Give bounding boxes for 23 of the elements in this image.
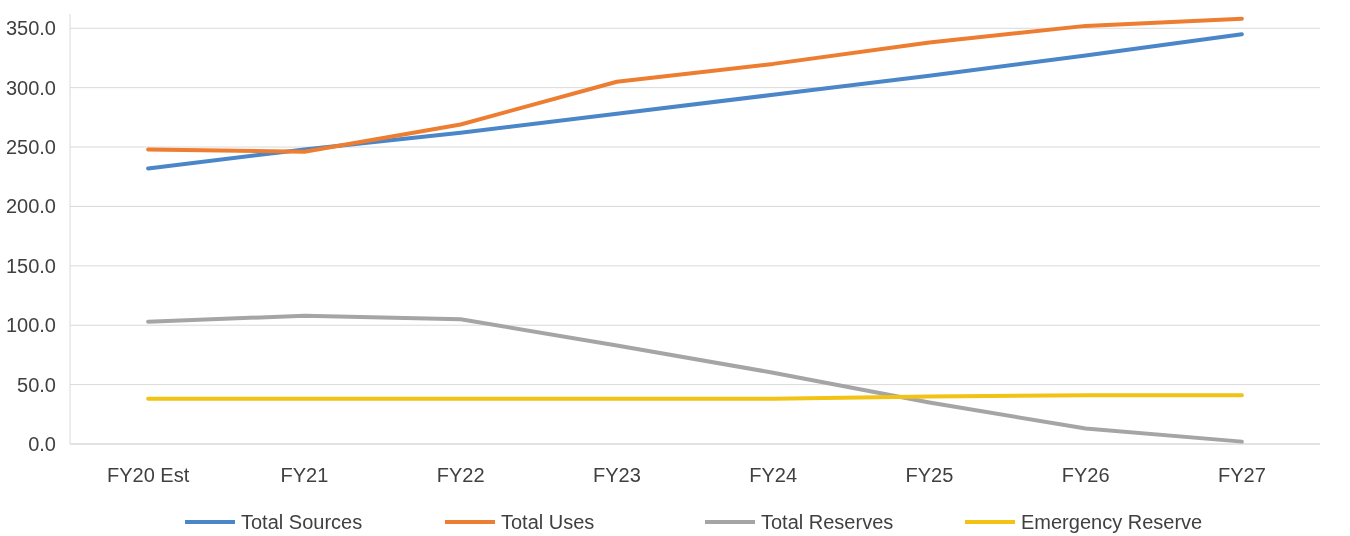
legend-label: Total Uses <box>501 511 595 533</box>
y-tick-label: 0.0 <box>28 433 56 455</box>
x-tick-label: FY22 <box>436 464 485 486</box>
y-tick-label: 150.0 <box>5 254 56 277</box>
line-series <box>146 16 1244 154</box>
y-tick-label: 200.0 <box>5 195 56 218</box>
x-tick-label: FY24 <box>749 464 798 486</box>
y-tick-label: 350.0 <box>5 17 56 40</box>
line-series <box>146 313 1244 444</box>
y-tick-label: 100.0 <box>5 314 56 337</box>
x-tick-label: FY25 <box>905 464 954 486</box>
x-tick-label: FY26 <box>1061 464 1110 486</box>
x-tick-label: FY23 <box>592 464 641 486</box>
y-tick-label: 50.0 <box>17 373 56 396</box>
legend-label: Total Reserves <box>761 511 894 533</box>
y-tick-label: 300.0 <box>5 76 56 99</box>
legend-label: Total Sources <box>241 511 363 533</box>
legend-label: Emergency Reserve <box>1021 511 1203 533</box>
y-tick-label: 250.0 <box>5 136 56 159</box>
line-series <box>146 32 1244 171</box>
x-tick-label: FY27 <box>1217 464 1266 486</box>
x-tick-label: FY20 Est <box>106 464 190 486</box>
x-tick-label: FY21 <box>280 464 329 486</box>
